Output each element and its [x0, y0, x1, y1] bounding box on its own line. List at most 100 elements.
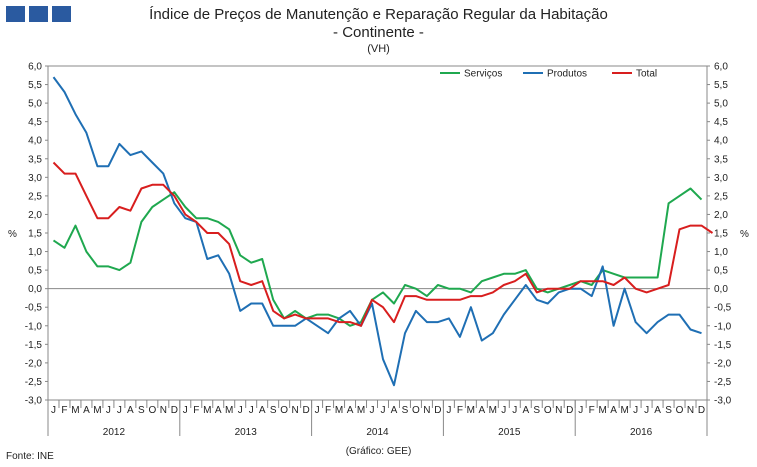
y-tick-label-right: -1,0 [714, 321, 732, 332]
x-tick-label-month: M [93, 405, 101, 416]
x-tick-label-month: J [380, 405, 385, 416]
x-tick-label-year: 2015 [498, 427, 521, 438]
gee-logo [6, 6, 71, 22]
y-tick-label-right: 4,0 [714, 136, 728, 147]
y-tick-label-left: 4,5 [28, 117, 42, 128]
y-tick-label-right: 1,5 [714, 229, 728, 240]
x-tick-label-month: S [533, 405, 540, 416]
x-tick-label-month: M [225, 405, 233, 416]
y-tick-label-left: 3,0 [28, 173, 42, 184]
y-tick-label-right: -3,0 [714, 396, 732, 407]
x-tick-label-month: F [457, 405, 463, 416]
chart-unit: (VH) [367, 43, 390, 55]
series-line-produtos [52, 76, 702, 387]
y-tick-label-left: 1,0 [28, 247, 42, 258]
x-tick-label-month: D [302, 405, 309, 416]
y-tick-label-left: 1,5 [28, 229, 42, 240]
x-tick-label-year: 2016 [630, 427, 653, 438]
logo-block [29, 6, 48, 22]
x-tick-label-month: N [292, 405, 299, 416]
x-tick-label-month: M [620, 405, 628, 416]
x-tick-label-year: 2013 [235, 427, 258, 438]
y-tick-label-left: 2,0 [28, 210, 42, 221]
x-tick-label-month: S [402, 405, 409, 416]
x-tick-label-month: N [555, 405, 562, 416]
y-tick-label-right: 6,0 [714, 62, 728, 73]
y-tick-label-left: 5,5 [28, 80, 42, 91]
y-axis-label-right: % [740, 229, 749, 240]
x-tick-label-month: F [325, 405, 331, 416]
x-tick-label-month: A [347, 405, 354, 416]
x-tick-label-month: N [160, 405, 167, 416]
x-tick-label-month: J [644, 405, 649, 416]
x-tick-label-month: M [598, 405, 606, 416]
x-tick-label-month: M [467, 405, 475, 416]
x-tick-label-month: O [676, 405, 684, 416]
x-tick-label-month: J [370, 405, 375, 416]
x-tick-label-month: A [522, 405, 529, 416]
x-tick-label-month: J [501, 405, 506, 416]
x-tick-label-month: D [434, 405, 441, 416]
y-tick-label-right: 0,5 [714, 266, 728, 277]
y-tick-label-right: -2,5 [714, 377, 732, 388]
x-tick-label-month: S [138, 405, 145, 416]
y-tick-label-left: 2,5 [28, 191, 42, 202]
x-tick-label-month: O [148, 405, 156, 416]
x-tick-label-month: F [589, 405, 595, 416]
x-tick-label-year: 2014 [366, 427, 389, 438]
x-tick-label-month: M [357, 405, 365, 416]
y-tick-label-right: 3,5 [714, 154, 728, 165]
y-tick-label-right: 2,5 [714, 191, 728, 202]
y-tick-label-left: -2,5 [25, 377, 43, 388]
x-tick-label-month: N [423, 405, 430, 416]
x-tick-label-month: O [412, 405, 420, 416]
legend-label-servicos: Serviços [464, 69, 502, 80]
x-tick-label-month: M [335, 405, 343, 416]
y-tick-label-right: -1,5 [714, 340, 732, 351]
x-tick-label-month: A [83, 405, 90, 416]
x-tick-label-month: J [512, 405, 517, 416]
x-tick-label-month: F [61, 405, 67, 416]
x-tick-label-month: A [215, 405, 222, 416]
y-tick-label-left: 6,0 [28, 62, 42, 73]
x-tick-label-month: F [193, 405, 199, 416]
x-tick-label-month: D [566, 405, 573, 416]
x-tick-label-month: O [544, 405, 552, 416]
chart-credit: (Gráfico: GEE) [345, 446, 412, 457]
x-tick-label-month: J [633, 405, 638, 416]
x-tick-label-month: M [71, 405, 79, 416]
plot-frame [47, 65, 708, 401]
y-axis-label-left: % [8, 229, 17, 240]
x-tick-label-month: M [203, 405, 211, 416]
y-tick-label-right: 4,5 [714, 117, 728, 128]
legend-label-produtos: Produtos [547, 69, 587, 80]
x-tick-label-month: J [238, 405, 243, 416]
y-tick-label-right: -0,5 [714, 303, 732, 314]
x-tick-label-month: D [698, 405, 705, 416]
x-tick-label-month: D [171, 405, 178, 416]
series-line-total [52, 161, 714, 327]
y-tick-label-right: 0,0 [714, 284, 728, 295]
logo-block [52, 6, 71, 22]
x-tick-label-year: 2012 [103, 427, 126, 438]
y-tick-label-left: -0,5 [25, 303, 43, 314]
y-tick-label-left: 0,0 [28, 284, 42, 295]
y-tick-label-right: -2,0 [714, 358, 732, 369]
y-tick-label-left: 0,5 [28, 266, 42, 277]
legend-label-total: Total [636, 69, 657, 80]
x-tick-label-month: J [578, 405, 583, 416]
y-tick-label-right: 5,5 [714, 80, 728, 91]
x-tick-label-month: N [687, 405, 694, 416]
y-tick-label-left: 5,0 [28, 99, 42, 110]
y-tick-label-left: -2,0 [25, 358, 43, 369]
y-tick-label-left: -1,5 [25, 340, 43, 351]
x-tick-label-month: J [249, 405, 254, 416]
x-tick-label-month: O [280, 405, 288, 416]
x-tick-label-month: S [270, 405, 277, 416]
x-tick-label-month: J [446, 405, 451, 416]
y-tick-label-right: 3,0 [714, 173, 728, 184]
y-tick-label-right: 2,0 [714, 210, 728, 221]
y-tick-label-left: 3,5 [28, 154, 42, 165]
x-tick-label-month: M [489, 405, 497, 416]
